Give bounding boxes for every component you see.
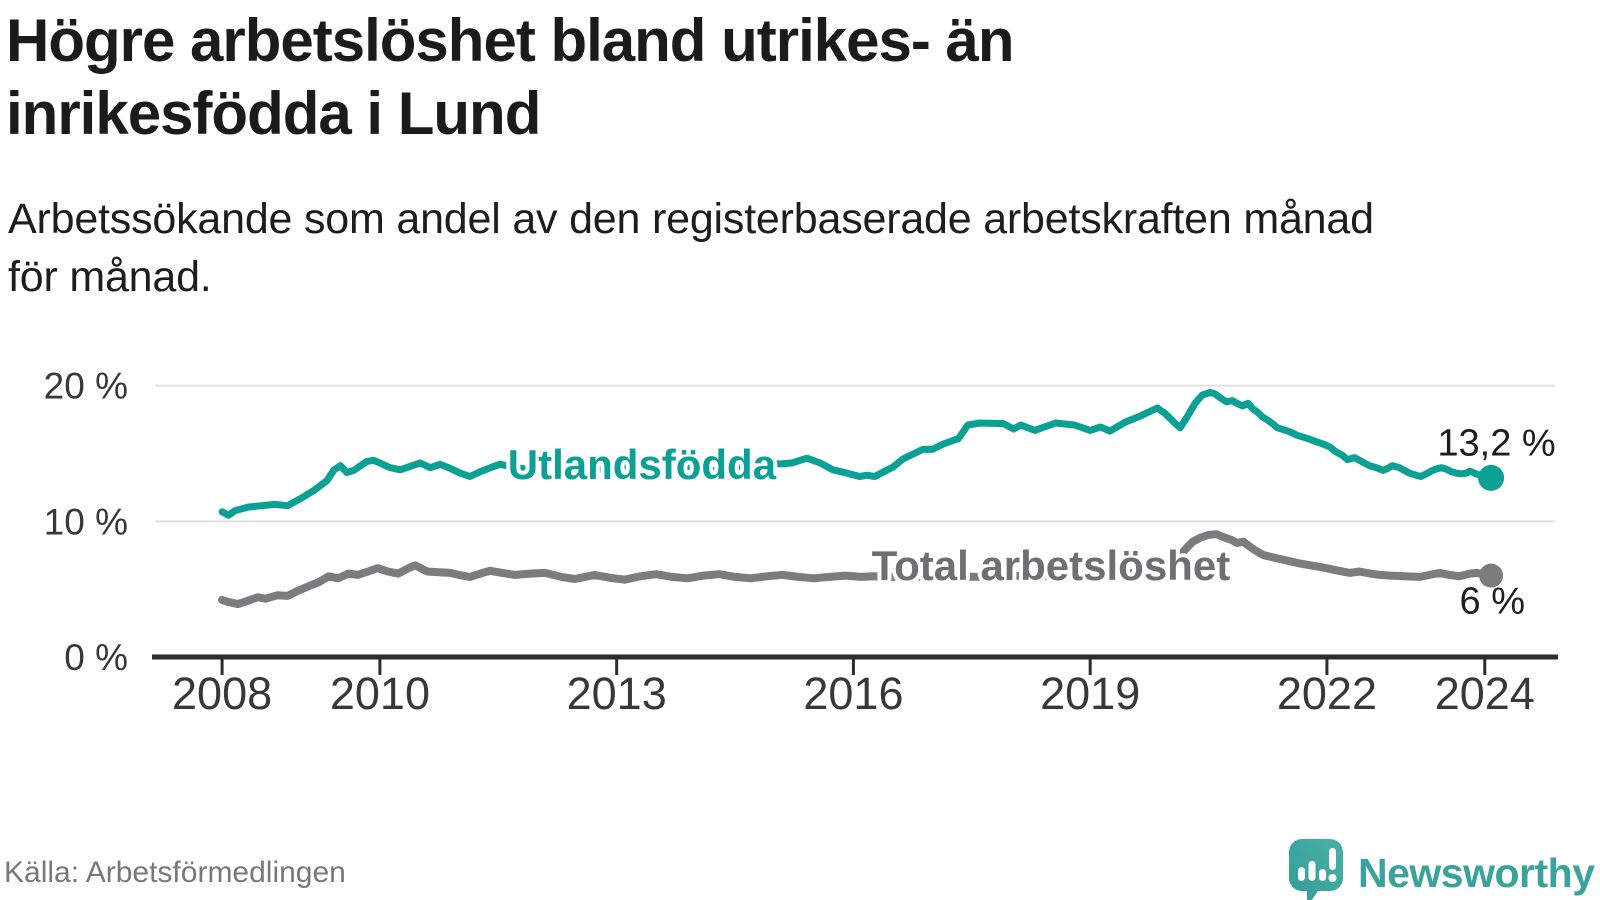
series-label-utlandsfodda: Utlandsfödda [507, 441, 777, 488]
series-line-utlandsfodda [218, 388, 1495, 519]
x-tick-label-2016: 2016 [803, 668, 903, 719]
chart-subtitle: Arbetssökande som andel av den registerb… [8, 190, 1374, 306]
series-end-dot-total [1479, 563, 1504, 588]
x-tick-label-2024: 2024 [1435, 668, 1535, 719]
x-tick-label-2019: 2019 [1040, 668, 1140, 719]
x-tick-label-2010: 2010 [330, 668, 430, 719]
x-tick-label-2008: 2008 [172, 668, 272, 719]
y-tick-label-0: 0 % [64, 637, 128, 678]
chart-title: Högre arbetslöshet bland utrikes- än inr… [6, 4, 1015, 150]
series-end-dot-utlandsfodda [1478, 464, 1505, 491]
series-line-total [218, 530, 1496, 609]
x-tick-label-2022: 2022 [1277, 668, 1377, 719]
brand-name: Newsworthy [1358, 849, 1595, 896]
value-label-utlandsfodda: 13,2 % [1437, 422, 1556, 465]
chart-title-line-1: Högre arbetslöshet bland utrikes- än [6, 7, 1015, 74]
chart-subtitle-line-1: Arbetssökande som andel av den registerb… [8, 195, 1374, 243]
chart-title-line-2: inrikesfödda i Lund [6, 80, 541, 147]
chart-subtitle-line-2: för månad. [8, 253, 212, 301]
newsworthy-icon [1289, 839, 1343, 900]
value-label-total: 6 % [1459, 580, 1525, 623]
brand-logo: Newsworthy [1288, 838, 1595, 900]
x-tick-label-2013: 2013 [567, 668, 667, 719]
series-label-total: Total arbetslöshet [871, 542, 1231, 590]
y-tick-label-20: 20 % [44, 366, 128, 407]
y-tick-label-10: 10 % [44, 501, 128, 542]
source-note: Källa: Arbetsförmedlingen [4, 856, 346, 889]
